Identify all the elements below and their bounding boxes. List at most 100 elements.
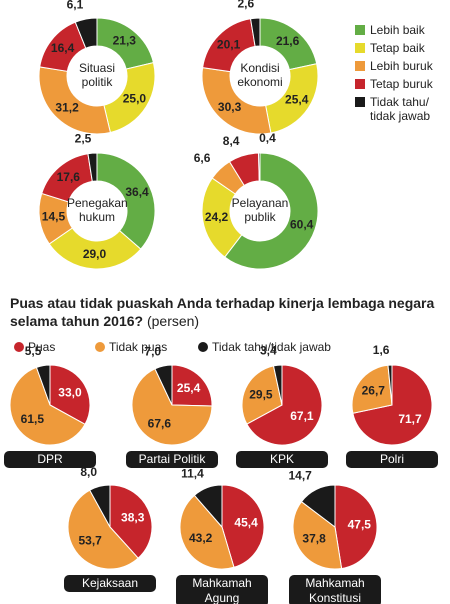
pie-slice [334, 484, 378, 570]
legend-label: Lebih baik [370, 23, 425, 37]
pie-name-label: KPK [236, 451, 328, 468]
pie-slice [89, 484, 111, 528]
value-label: 37,8 [302, 532, 326, 546]
value-label: 14,5 [42, 210, 66, 224]
pie-name-label: Kejaksaan [64, 575, 156, 592]
legend-swatch [355, 97, 365, 107]
value-label: 31,2 [55, 100, 79, 114]
value-label: 20,1 [217, 37, 241, 51]
value-label: 8,4 [223, 134, 240, 148]
value-label: 30,3 [218, 100, 242, 114]
donut-slice [258, 152, 261, 182]
legend-label: Puas [28, 340, 56, 354]
donut-slice [74, 17, 98, 49]
donut-slice [38, 66, 111, 135]
pie-slice [351, 364, 393, 414]
value-label: 17,6 [57, 170, 81, 184]
value-label: 24,2 [205, 210, 229, 224]
value-label: 5,5 [25, 344, 42, 358]
pie-slice [241, 365, 283, 425]
pie-slice [193, 484, 223, 529]
value-label: 8,0 [80, 465, 97, 479]
legend-label: Tetap buruk [370, 77, 433, 91]
value-label: 7,0 [144, 344, 161, 358]
donut-slice [96, 152, 156, 250]
legend-swatch [14, 342, 24, 352]
pie-name-label: Partai Politik [126, 451, 218, 468]
pie-slice [131, 368, 213, 446]
value-label: 61,5 [21, 412, 45, 426]
pie-unit: (persen) [146, 313, 200, 329]
pie-slice [109, 484, 153, 559]
pie-name-label: Polri [346, 451, 438, 468]
value-label: 43,2 [189, 531, 213, 545]
value-label: 26,7 [362, 383, 386, 397]
pie-slice [49, 364, 91, 425]
value-label: 0,4 [259, 131, 276, 145]
donut-slice [87, 152, 98, 182]
legend-swatch [355, 61, 365, 71]
legend-label: Tidak tahu/ tidak jawab [370, 95, 431, 123]
pie-slice [35, 364, 51, 406]
pie-name-label: DPR [4, 451, 96, 468]
value-label: 67,1 [290, 409, 314, 423]
pie-slice [221, 484, 265, 568]
value-label: 2,6 [237, 0, 254, 10]
value-label: 21,3 [113, 34, 137, 48]
pie-slice [67, 489, 139, 570]
donut-center-label: Penegakan hukum [67, 196, 128, 224]
value-label: 25,4 [285, 92, 309, 106]
pie-slice [246, 364, 323, 446]
legend-swatch [95, 342, 105, 352]
value-label: 29,0 [83, 247, 107, 261]
donut-slice [201, 67, 272, 135]
value-label: 45,4 [234, 516, 258, 530]
donut-center-label: Kondisi ekonomi [237, 61, 283, 89]
value-label: 6,6 [194, 151, 211, 165]
value-label: 25,0 [123, 91, 147, 105]
legend-label: Tetap baik [370, 41, 425, 55]
value-label: 36,4 [125, 185, 149, 199]
pie-slice [154, 364, 173, 406]
value-label: 21,6 [276, 34, 300, 48]
legend-swatch [355, 25, 365, 35]
value-label: 60,4 [290, 217, 314, 231]
donut-slice [249, 17, 261, 47]
legend-swatch [355, 43, 365, 53]
value-label: 33,0 [58, 385, 82, 399]
donut-slice [48, 227, 142, 270]
value-label: 67,6 [148, 417, 172, 431]
pie-title-block: Puas atau tidak puaskah Anda terhadap ki… [10, 294, 440, 330]
value-label: 38,3 [121, 510, 145, 524]
legend-swatch [355, 79, 365, 89]
value-label: 71,7 [398, 412, 422, 426]
pie-slice [9, 366, 86, 446]
legend-label: Tidak puas [109, 340, 168, 354]
pie-name-label: Mahkamah Konstitusi [289, 575, 381, 604]
pie-title: Puas atau tidak puaskah Anda terhadap ki… [10, 295, 435, 329]
legend-label: Tidak tahu/tidak jawab [212, 340, 331, 354]
donut-center-label: Pelayanan publik [231, 196, 289, 224]
value-label: 53,7 [78, 533, 102, 547]
value-label: 25,4 [177, 381, 201, 395]
value-label: 6,1 [67, 0, 84, 11]
value-label: 2,5 [75, 131, 92, 145]
pie-slice [171, 364, 213, 407]
value-label: 11,4 [181, 466, 204, 480]
pie-slice [300, 484, 336, 529]
legend-swatch [198, 342, 208, 352]
donut-center-label: Situasi politik [78, 61, 116, 89]
pie-slice [272, 364, 283, 406]
value-label: 1,6 [373, 343, 390, 357]
value-label: 16,4 [51, 41, 75, 55]
value-label: 14,7 [288, 469, 312, 483]
value-label: 47,5 [348, 517, 372, 531]
pie-slice [179, 494, 235, 570]
pie-slice [387, 364, 393, 406]
donut-slice [224, 152, 319, 270]
pie-slice [292, 500, 343, 570]
value-label: 29,5 [249, 387, 273, 401]
value-label: 3,4 [260, 343, 277, 357]
